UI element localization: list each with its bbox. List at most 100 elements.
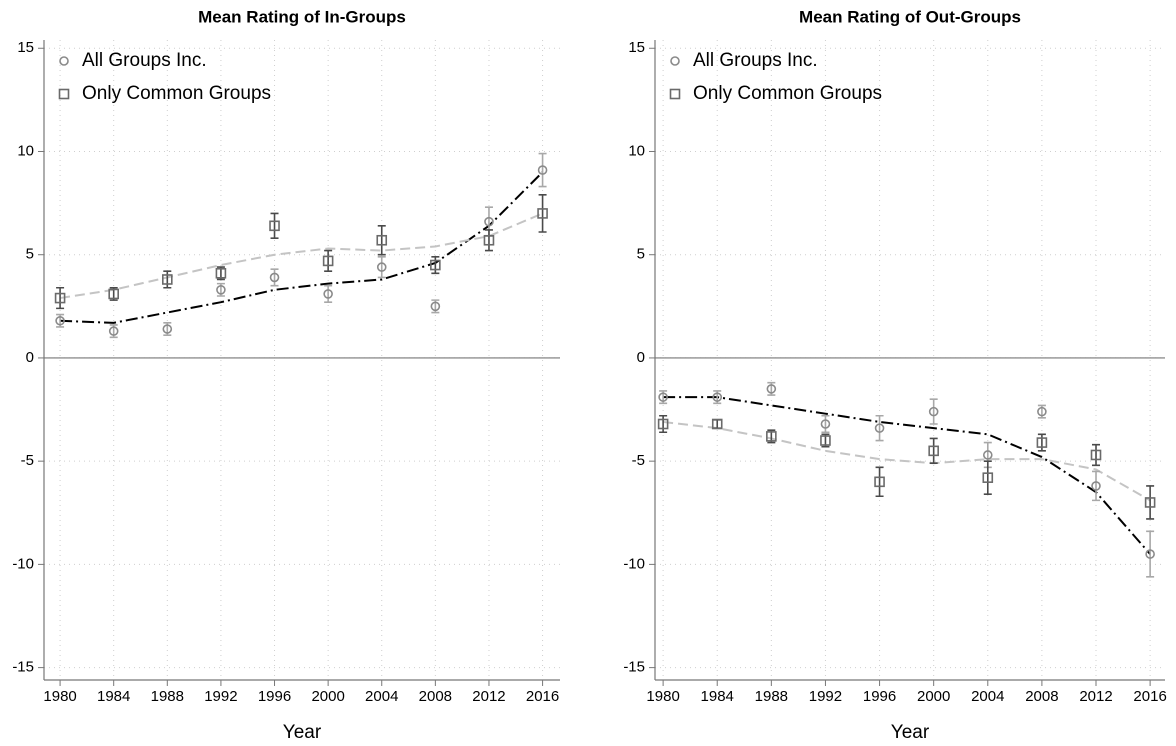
legend-symbol (670, 56, 680, 66)
legend-label: Only Common Groups (693, 83, 882, 104)
y-tick-label: 0 (26, 349, 34, 366)
x-tick-label: 2004 (971, 688, 1004, 705)
data-point (820, 419, 831, 429)
data-point (269, 220, 280, 232)
error-bar (929, 437, 938, 465)
y-tick-label: 5 (26, 246, 34, 263)
y-tick-label: 10 (17, 142, 34, 159)
error-bar (1092, 470, 1101, 502)
data-point (1145, 549, 1155, 559)
data-point (216, 285, 226, 295)
y-tick-label: -10 (623, 555, 645, 572)
data-point (711, 418, 723, 430)
y-tick-label: -15 (623, 659, 645, 676)
x-tick-label: 2012 (472, 688, 505, 705)
y-tick-label: 5 (637, 246, 645, 263)
x-tick-label: 1984 (701, 688, 734, 705)
data-point (658, 392, 668, 402)
fit-line (60, 171, 544, 324)
x-tick-label: 1980 (646, 688, 679, 705)
error-bar (377, 225, 386, 256)
error-bar (1146, 530, 1155, 578)
x-tick-label: 2012 (1079, 688, 1112, 705)
error-bar (324, 249, 333, 273)
error-bar (875, 466, 884, 498)
data-point (269, 272, 280, 283)
data-point (657, 418, 669, 430)
data-point (322, 255, 334, 267)
error-bar (1146, 485, 1155, 520)
x-tick-label: 2000 (311, 688, 344, 705)
data-point (55, 315, 65, 326)
x-tick-label: 1996 (258, 688, 291, 705)
x-tick-label: 2004 (365, 688, 398, 705)
x-tick-label: 2016 (526, 688, 559, 705)
y-tick-label: -5 (632, 452, 645, 469)
data-point (537, 208, 548, 219)
data-point (982, 472, 994, 483)
data-point (928, 445, 939, 457)
error-bar (1092, 443, 1101, 467)
data-point (108, 288, 119, 300)
data-point (1037, 406, 1047, 417)
x-tick-label: 2000 (917, 688, 950, 705)
data-point (430, 259, 441, 271)
x-tick-label: 1988 (151, 688, 184, 705)
data-point (323, 289, 333, 299)
error-bar (431, 255, 440, 275)
data-point (820, 435, 831, 446)
error-bar (659, 414, 668, 434)
x-tick-label: 1980 (43, 688, 76, 705)
error-bar (56, 286, 65, 310)
y-tick-label: 15 (628, 39, 645, 56)
legend-label: All Groups Inc. (82, 50, 207, 71)
data-point (430, 301, 441, 312)
error-bar (377, 255, 386, 279)
error-bar (484, 229, 493, 252)
error-bar (324, 284, 333, 303)
error-bar (983, 460, 992, 495)
data-point (376, 234, 388, 246)
error-bar (270, 212, 279, 239)
data-point (215, 267, 227, 279)
y-tick-label: -5 (21, 452, 34, 469)
y-tick-label: 15 (17, 39, 34, 56)
data-point (483, 234, 495, 246)
data-point (766, 384, 777, 394)
error-bar (875, 414, 884, 442)
data-point (1036, 437, 1048, 448)
x-tick-label: 1984 (97, 688, 130, 705)
error-bar (270, 268, 279, 287)
error-bar (538, 152, 547, 188)
error-bar (821, 414, 830, 434)
y-tick-label: 10 (628, 142, 645, 159)
data-point (537, 165, 548, 175)
data-point (928, 406, 939, 417)
x-axis-label: Year (891, 722, 930, 743)
x-tick-label: 1996 (863, 688, 896, 705)
data-point (874, 423, 885, 433)
x-axis-label: Year (283, 722, 322, 743)
data-point (874, 476, 885, 488)
data-point (162, 324, 173, 334)
data-point (982, 450, 993, 460)
x-tick-label: 2008 (1025, 688, 1058, 705)
data-point (162, 274, 173, 285)
x-tick-label: 1992 (809, 688, 842, 705)
data-point (1091, 481, 1101, 491)
legend-label: All Groups Inc. (693, 50, 818, 71)
data-point (712, 392, 723, 402)
error-bar (538, 194, 547, 233)
error-bar (1037, 433, 1046, 452)
y-tick-label: 0 (637, 349, 645, 366)
data-point (1144, 497, 1156, 508)
x-tick-label: 2016 (1133, 688, 1166, 705)
legend-symbol (58, 88, 70, 100)
data-point (108, 326, 119, 336)
x-tick-label: 2008 (419, 688, 452, 705)
chart-title: Mean Rating of In-Groups (198, 7, 406, 26)
y-tick-label: -10 (12, 555, 34, 572)
error-bar (163, 270, 172, 289)
data-point (54, 292, 66, 304)
